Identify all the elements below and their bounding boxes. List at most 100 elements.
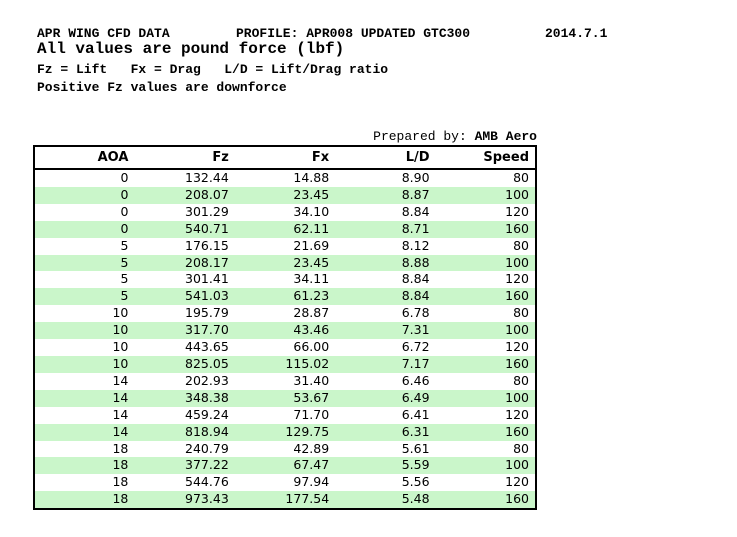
cell-aoa: 0 bbox=[120, 186, 129, 202]
table-row: 5 208.17 23.45 8.88 100 bbox=[34, 254, 536, 272]
table-row: 18 377.22 67.47 5.59 100 bbox=[34, 457, 536, 475]
cell-aoa: 18 bbox=[112, 457, 129, 473]
cell-fz: 132.44 bbox=[185, 170, 229, 185]
cell-fx: 21.69 bbox=[293, 237, 330, 253]
cell-fz: 240.79 bbox=[185, 440, 229, 456]
cell-l-d: 5.48 bbox=[401, 491, 430, 507]
downforce-note: Positive Fz values are downforce bbox=[37, 80, 287, 95]
cell-fz: 818.94 bbox=[185, 423, 229, 439]
prepared-by: Prepared by: AMB Aero bbox=[373, 129, 537, 144]
cell-fx: 23.45 bbox=[293, 186, 330, 202]
cell-l-d: 8.71 bbox=[401, 220, 430, 236]
table-row: 10 443.65 66.00 6.72 120 bbox=[34, 339, 536, 356]
cell-l-d: 8.87 bbox=[401, 186, 430, 202]
cell-fz: 973.43 bbox=[185, 491, 229, 507]
cell-aoa: 5 bbox=[120, 271, 129, 287]
report-date: 2014.7.1 bbox=[545, 26, 608, 41]
cell-l-d: 7.17 bbox=[401, 355, 430, 371]
cell-aoa: 10 bbox=[112, 322, 129, 338]
cell-aoa: 14 bbox=[112, 406, 129, 422]
cell-fz: 348.38 bbox=[185, 389, 229, 405]
cell-speed: 100 bbox=[505, 457, 529, 473]
cell-l-d: 6.49 bbox=[401, 389, 430, 405]
table-header-row: AOA Fz Fx L/D Speed bbox=[34, 146, 536, 170]
cell-aoa: 10 bbox=[112, 339, 129, 355]
cell-speed: 100 bbox=[505, 254, 529, 270]
cell-l-d: 6.31 bbox=[401, 423, 430, 439]
table-row: 5 541.03 61.23 8.84 160 bbox=[34, 288, 536, 306]
table-row: 0 208.07 23.45 8.87 100 bbox=[34, 186, 536, 204]
cell-fx: 66.00 bbox=[293, 339, 330, 355]
cell-speed: 120 bbox=[505, 339, 529, 355]
cell-fx: 97.94 bbox=[293, 474, 330, 490]
symbols-legend: Fz = Lift Fx = Drag L/D = Lift/Drag rati… bbox=[37, 62, 389, 77]
cell-fx: 71.70 bbox=[293, 406, 330, 422]
cell-l-d: 5.61 bbox=[401, 440, 430, 456]
cell-fz: 825.05 bbox=[185, 355, 229, 371]
table-row: 0 540.71 62.11 8.71 160 bbox=[34, 220, 536, 238]
cell-aoa: 5 bbox=[120, 288, 129, 304]
table-body: 0 132.44 14.88 8.90 80 0 208.07 23.45 8.87 100 0 30… bbox=[34, 169, 536, 510]
cell-fx: 34.10 bbox=[293, 203, 330, 219]
cell-l-d: 8.90 bbox=[401, 170, 430, 185]
cell-l-d: 8.12 bbox=[401, 237, 430, 253]
cell-fx: 61.23 bbox=[293, 288, 330, 304]
cell-fz: 377.22 bbox=[185, 457, 229, 473]
cell-speed: 80 bbox=[513, 440, 529, 456]
cell-fz: 208.07 bbox=[185, 186, 229, 202]
cell-aoa: 14 bbox=[112, 372, 129, 388]
cell-l-d: 6.72 bbox=[401, 339, 430, 355]
cell-l-d: 8.84 bbox=[401, 271, 430, 287]
column-header-fz: Fz bbox=[134, 146, 235, 170]
cell-speed: 80 bbox=[513, 372, 529, 388]
cell-fz: 544.76 bbox=[185, 474, 229, 490]
cell-fz: 541.03 bbox=[185, 288, 229, 304]
cell-aoa: 18 bbox=[112, 440, 129, 456]
cell-fz: 202.93 bbox=[185, 372, 229, 388]
table-row: 5 301.41 34.11 8.84 120 bbox=[34, 271, 536, 289]
table-row: 0 132.44 14.88 8.90 80 bbox=[34, 169, 536, 187]
cell-fz: 176.15 bbox=[185, 237, 229, 253]
cell-speed: 80 bbox=[513, 237, 529, 253]
cell-fx: 43.46 bbox=[293, 322, 330, 338]
cell-speed: 160 bbox=[505, 288, 529, 304]
cell-fx: 34.11 bbox=[293, 271, 330, 287]
cell-l-d: 6.78 bbox=[401, 305, 430, 321]
table-row: 0 301.29 34.10 8.84 120 bbox=[34, 203, 536, 221]
cell-aoa: 5 bbox=[120, 237, 129, 253]
cell-fx: 129.75 bbox=[285, 423, 330, 439]
table-row: 14 202.93 31.40 6.46 80 bbox=[34, 372, 536, 390]
cell-speed: 160 bbox=[505, 423, 529, 439]
cell-fx: 115.02 bbox=[285, 355, 330, 371]
table-row: 14 459.24 71.70 6.41 120 bbox=[34, 406, 536, 424]
profile-label: PROFILE: APR008 UPDATED GTC300 bbox=[236, 26, 471, 41]
cell-aoa: 18 bbox=[112, 474, 129, 490]
cell-l-d: 6.46 bbox=[401, 372, 430, 388]
cell-fz: 208.17 bbox=[185, 254, 229, 270]
cell-aoa: 10 bbox=[112, 305, 129, 321]
cell-speed: 120 bbox=[505, 406, 529, 422]
report-title: APR WING CFD DATA bbox=[37, 26, 170, 41]
cell-fz: 459.24 bbox=[185, 406, 229, 422]
cell-speed: 160 bbox=[505, 491, 529, 507]
table-row: 14 348.38 53.67 6.49 100 bbox=[34, 389, 536, 407]
cell-fz: 301.41 bbox=[185, 271, 229, 287]
table-row: 10 195.79 28.87 6.78 80 bbox=[34, 305, 536, 323]
cell-aoa: 18 bbox=[112, 491, 129, 507]
cell-fx: 62.11 bbox=[293, 220, 330, 236]
cell-speed: 160 bbox=[505, 220, 529, 236]
table-row: 10 825.05 115.02 7.17 160 bbox=[34, 355, 536, 373]
cell-aoa: 10 bbox=[112, 355, 129, 371]
table-row: 18 973.43 177.54 5.48 160 bbox=[34, 491, 536, 510]
prepared-by-label: Prepared by: bbox=[373, 129, 475, 144]
cell-l-d: 5.59 bbox=[401, 457, 430, 473]
cell-speed: 80 bbox=[513, 305, 529, 321]
cell-fz: 540.71 bbox=[185, 220, 229, 236]
table-row: 18 240.79 42.89 5.61 80 bbox=[34, 440, 536, 458]
cell-fx: 67.47 bbox=[293, 457, 330, 473]
cell-aoa: 5 bbox=[120, 254, 129, 270]
cell-aoa: 14 bbox=[112, 389, 129, 405]
column-header-aoa: AOA bbox=[34, 146, 135, 170]
cell-fz: 443.65 bbox=[185, 339, 229, 355]
